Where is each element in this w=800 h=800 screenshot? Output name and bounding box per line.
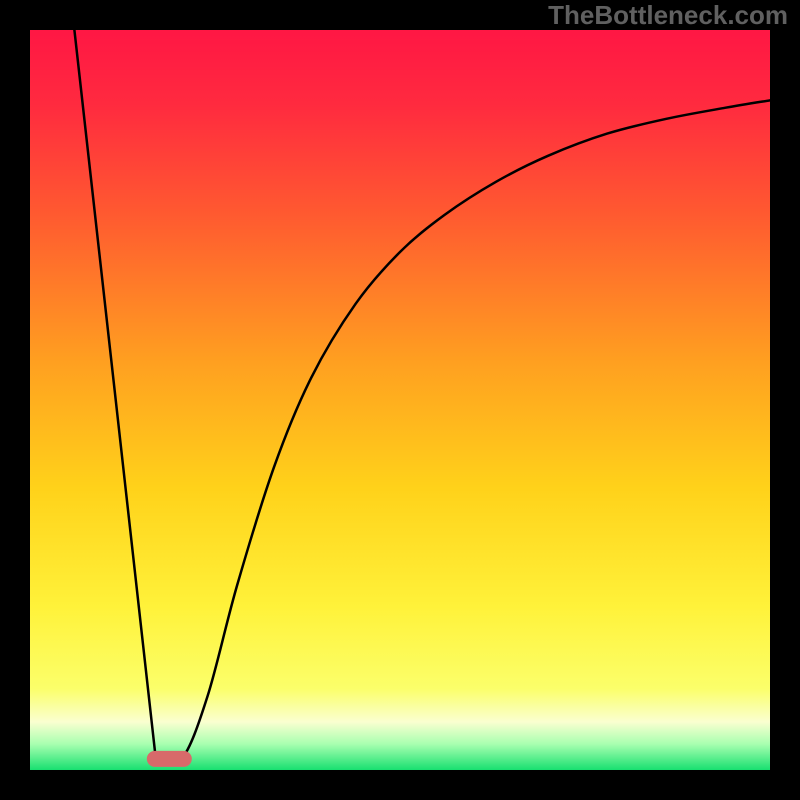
curve-layer [30,30,770,770]
bottleneck-curve [74,30,770,764]
watermark-text: TheBottleneck.com [548,2,788,28]
optimal-marker [147,751,191,767]
plot-area [30,30,770,770]
chart-frame: TheBottleneck.com [0,0,800,800]
